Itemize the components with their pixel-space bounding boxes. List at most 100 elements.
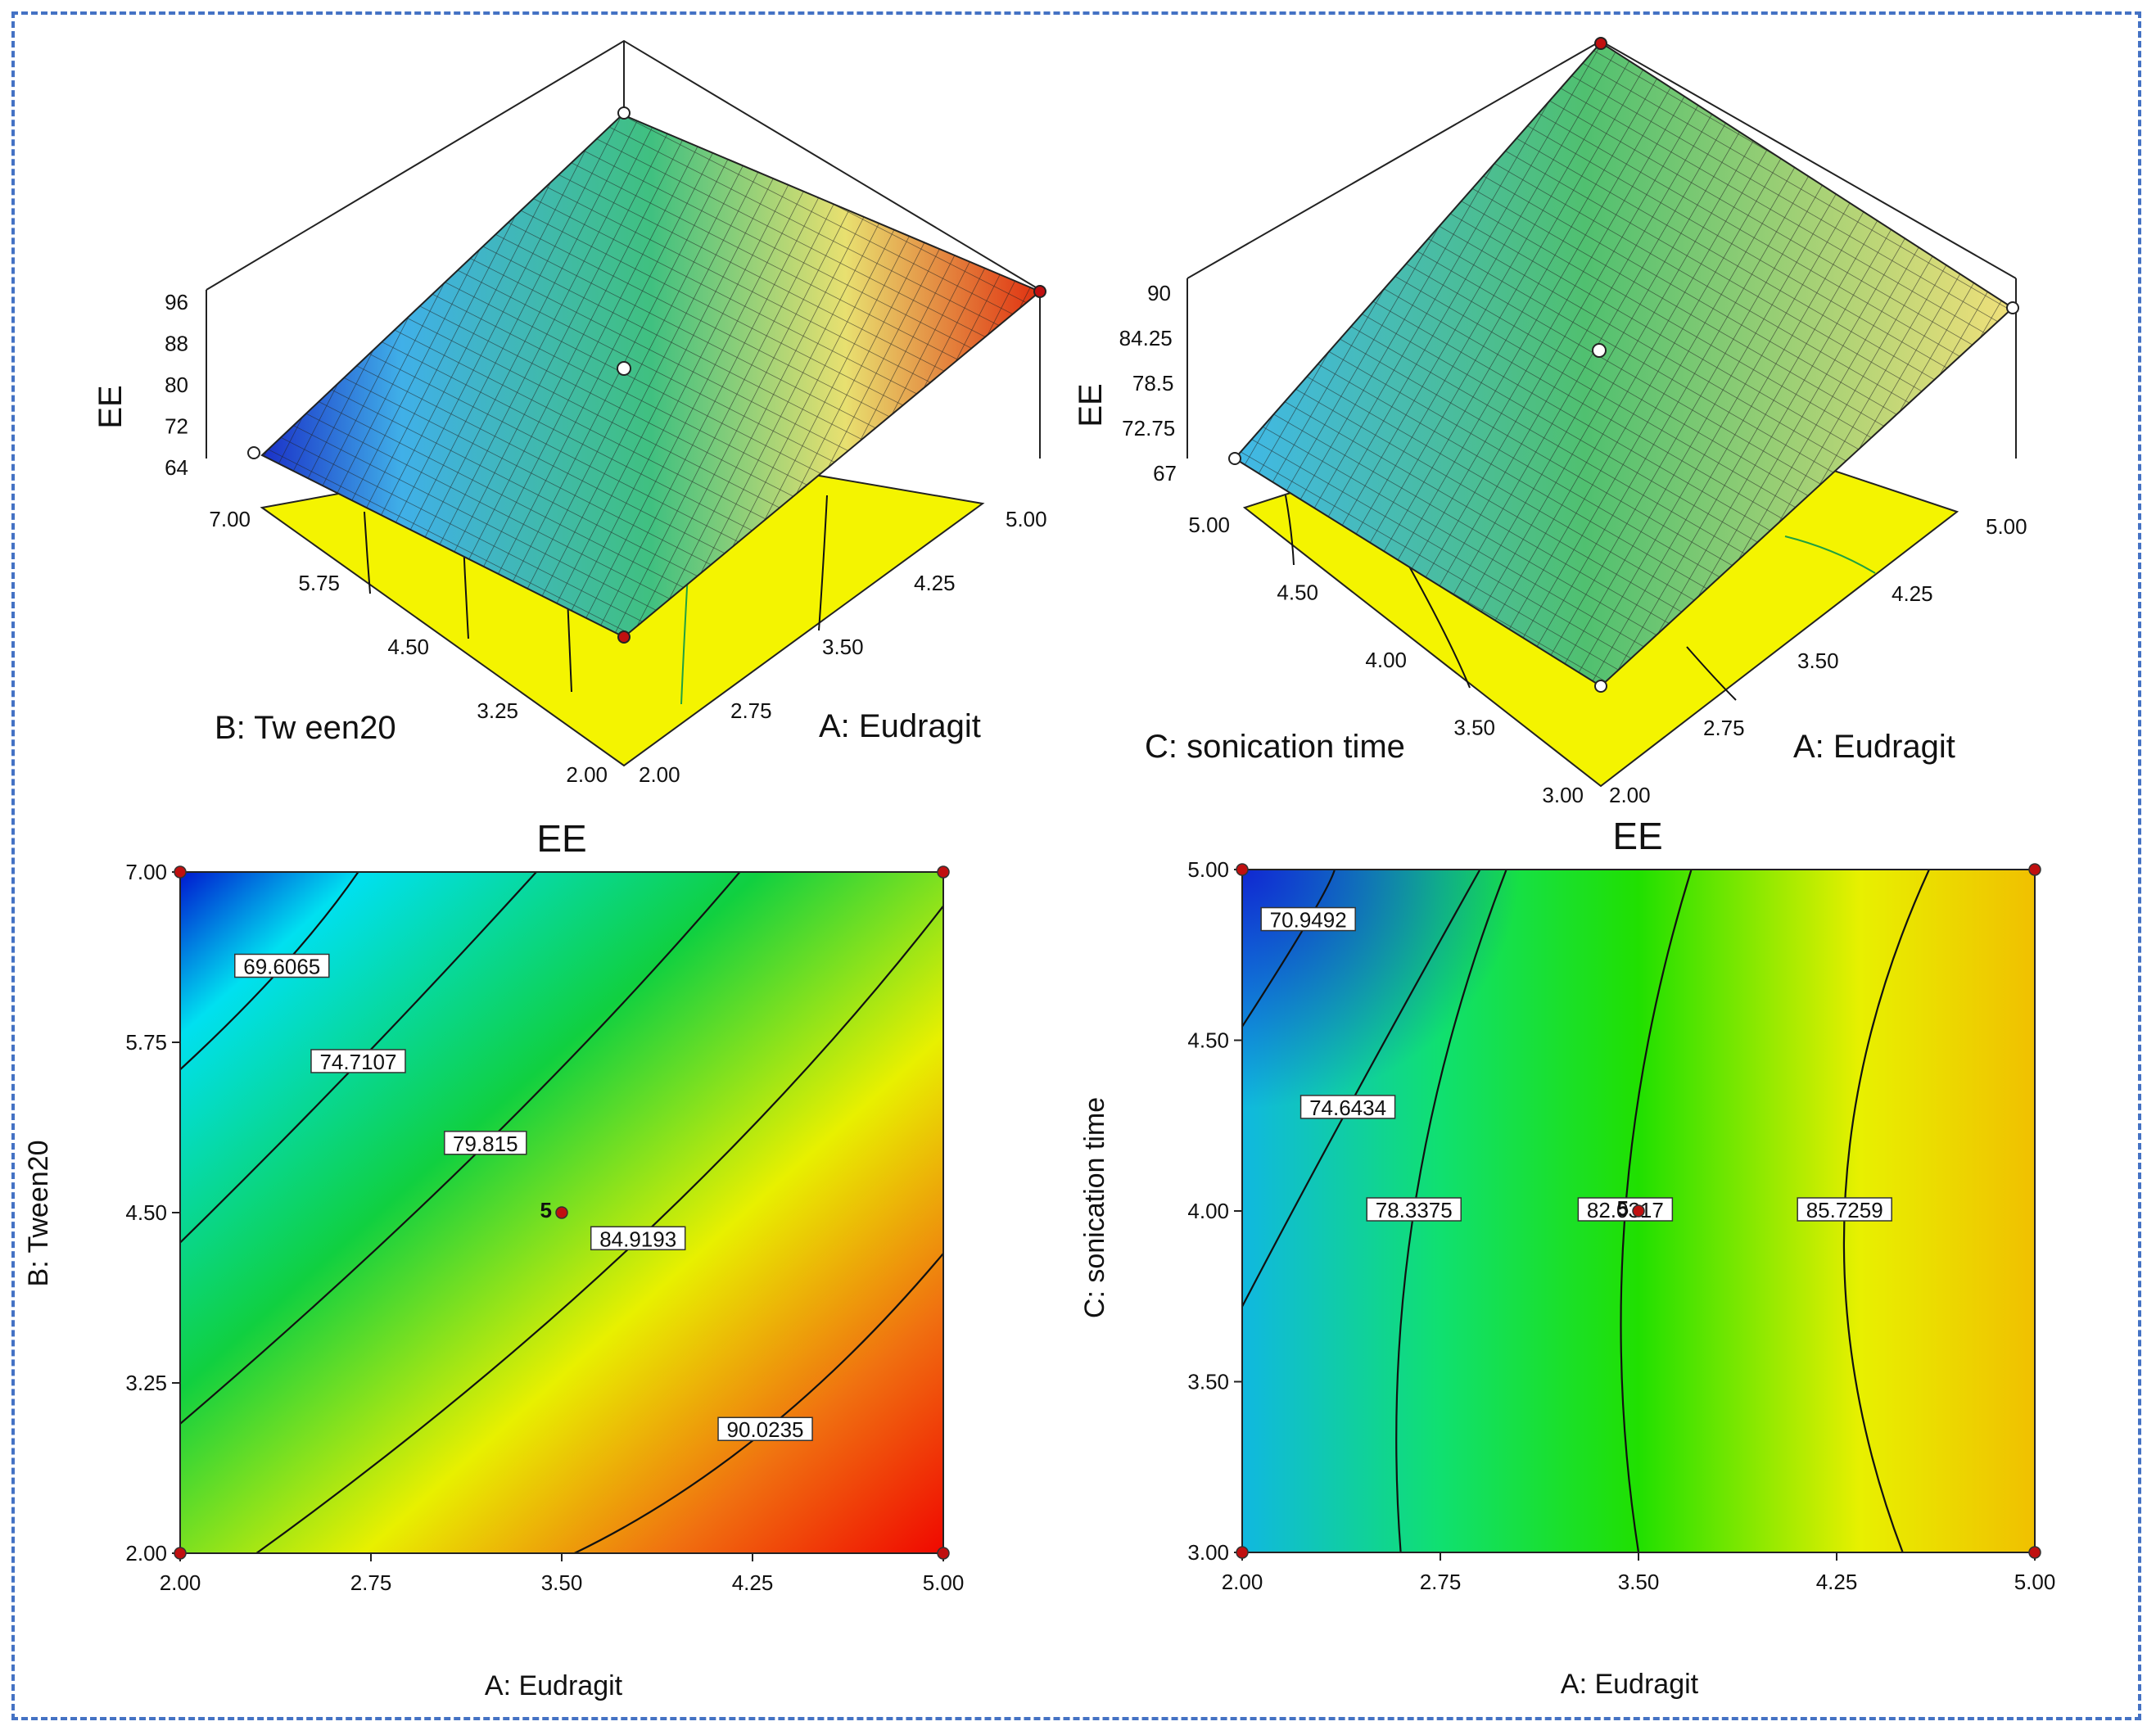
y-tick-label: 4.50 xyxy=(1277,581,1318,605)
y-axis-label: B: Tw een20 xyxy=(215,710,396,746)
x-tick-label: 2.75 xyxy=(1420,1570,1462,1594)
design-points xyxy=(247,106,1046,644)
x-tick-label: 2.00 xyxy=(639,762,680,787)
y-tick-label: 3.50 xyxy=(1187,1370,1229,1394)
contour-label: 84.9193 xyxy=(599,1227,676,1251)
surface-plot-eudragit-tween20: 64 72 80 88 96 2.00 2.75 3.50 4.25 5.00 2.00 3.25 4.… xyxy=(93,39,1047,787)
contour-label: 74.7107 xyxy=(319,1050,396,1074)
design-point xyxy=(2028,863,2041,876)
design-point xyxy=(1236,863,1249,876)
x-tick-label: 4.25 xyxy=(1892,581,1933,606)
z-tick-label: 72 xyxy=(165,414,188,439)
x-tick-label: 3.50 xyxy=(1618,1570,1660,1594)
x-tick-label: 2.75 xyxy=(730,698,772,723)
y-tick-label: 4.00 xyxy=(1187,1199,1229,1223)
center-point xyxy=(1632,1204,1645,1218)
x-tick-label: 5.00 xyxy=(1006,507,1047,531)
contour-label-box xyxy=(234,953,330,978)
contour-label-box xyxy=(444,1131,527,1155)
x-tick-label: 2.00 xyxy=(160,1570,201,1595)
x-tick-label: 3.50 xyxy=(1797,648,1839,673)
chart-title: EE xyxy=(1612,815,1662,857)
x-tick-label: 2.00 xyxy=(1222,1570,1263,1594)
design-point xyxy=(2028,1546,2041,1559)
x-tick-label: 3.50 xyxy=(822,635,864,659)
contour-label: 69.6065 xyxy=(243,954,320,978)
contour-label-box xyxy=(1260,906,1356,932)
x-tick-label: 2.75 xyxy=(1703,716,1745,740)
design-points xyxy=(1228,37,2019,693)
contour-label: 85.7259 xyxy=(1806,1198,1883,1222)
y-tick-label: 3.50 xyxy=(1453,716,1495,740)
contour-label-box xyxy=(590,1226,686,1251)
figure-frame xyxy=(11,11,2141,1720)
contour-label-box xyxy=(310,1049,406,1073)
contour-label-box xyxy=(1366,1197,1462,1222)
contour-label-box xyxy=(1299,1095,1396,1119)
y-tick-label: 5.00 xyxy=(1187,857,1229,882)
y-tick-label: 3.00 xyxy=(1187,1540,1229,1565)
contour-label: 82.0317 xyxy=(1587,1198,1664,1222)
x-tick-label: 5.00 xyxy=(2014,1570,2056,1594)
contour-plot-eudragit-tween20: EE 69.6065 74.7107 79.815 84.9193 90.0235 2.… xyxy=(23,817,964,1701)
y-tick-label: 3.25 xyxy=(477,698,518,723)
y-axis-label: C: sonication time xyxy=(1079,1097,1110,1318)
surface-mesh xyxy=(1235,43,2013,686)
x-axis-label: A: Eudragit xyxy=(1561,1669,1699,1700)
z-tick-label: 96 xyxy=(165,290,188,314)
chart-title: EE xyxy=(536,817,586,860)
z-tick-label: 90 xyxy=(1147,281,1171,305)
z-axis-label: EE xyxy=(93,385,129,428)
contour-label-box xyxy=(1577,1197,1674,1222)
y-tick-label: 5.00 xyxy=(1188,513,1230,537)
center-point xyxy=(555,1206,568,1219)
y-tick-label: 2.00 xyxy=(125,1541,167,1566)
y-tick-label: 7.00 xyxy=(209,507,251,531)
y-tick-label: 4.00 xyxy=(1365,648,1407,672)
x-tick-label: 5.00 xyxy=(923,1570,965,1595)
y-tick-label: 5.75 xyxy=(298,571,340,595)
surface-plot-eudragit-sonication: 67 72.75 78.5 84.25 90 2.00 2.75 3.50 4.25 5.00 3.… xyxy=(1073,37,2027,807)
z-tick-label: 64 xyxy=(165,455,188,480)
z-tick-label: 80 xyxy=(165,373,188,397)
x-tick-label: 2.00 xyxy=(1609,783,1651,807)
floor-contours xyxy=(1285,495,1876,701)
center-point-count: 5 xyxy=(1617,1196,1629,1221)
z-tick-label: 72.75 xyxy=(1122,416,1175,441)
y-axis-label: B: Tween20 xyxy=(23,1141,54,1287)
contour-label: 90.0235 xyxy=(727,1417,804,1442)
z-tick-label: 88 xyxy=(165,332,188,356)
y-tick-label: 4.50 xyxy=(387,635,429,659)
contour-label-box xyxy=(1797,1197,1892,1222)
x-tick-label: 4.25 xyxy=(1816,1570,1858,1594)
z-tick-label: 84.25 xyxy=(1119,326,1173,350)
x-tick-label: 5.00 xyxy=(1986,514,2027,539)
design-point xyxy=(174,865,187,879)
center-point-count: 5 xyxy=(540,1198,552,1222)
y-axis-label: C: sonication time xyxy=(1145,729,1405,765)
x-tick-label: 2.75 xyxy=(350,1570,392,1595)
x-axis-label: A: Eudragit xyxy=(485,1670,623,1701)
x-tick-label: 3.50 xyxy=(541,1570,583,1595)
x-axis-label: A: Eudragit xyxy=(1793,729,1955,765)
y-tick-label: 3.25 xyxy=(125,1371,167,1395)
z-axis-label: EE xyxy=(1073,383,1109,427)
y-tick-label: 4.50 xyxy=(125,1200,167,1225)
x-tick-label: 4.25 xyxy=(732,1570,774,1595)
y-tick-label: 3.00 xyxy=(1542,783,1584,807)
design-point xyxy=(174,1547,187,1560)
z-tick-label: 67 xyxy=(1153,461,1177,486)
y-tick-label: 5.75 xyxy=(125,1030,167,1055)
surface-mesh xyxy=(262,115,1040,637)
design-point xyxy=(937,865,950,879)
contour-label: 79.815 xyxy=(453,1132,518,1156)
contour-label: 74.6434 xyxy=(1309,1096,1386,1120)
contour-label: 70.9492 xyxy=(1270,908,1347,933)
contour-plot-eudragit-sonication: EE 70.9492 74.6434 78.3375 82.0317 85.7259 2… xyxy=(1079,815,2055,1700)
x-tick-label: 4.25 xyxy=(914,571,956,595)
z-tick-label: 78.5 xyxy=(1132,371,1174,395)
x-axis-label: A: Eudragit xyxy=(819,708,981,744)
contour-label: 78.3375 xyxy=(1376,1198,1453,1222)
y-tick-label: 7.00 xyxy=(125,860,167,884)
